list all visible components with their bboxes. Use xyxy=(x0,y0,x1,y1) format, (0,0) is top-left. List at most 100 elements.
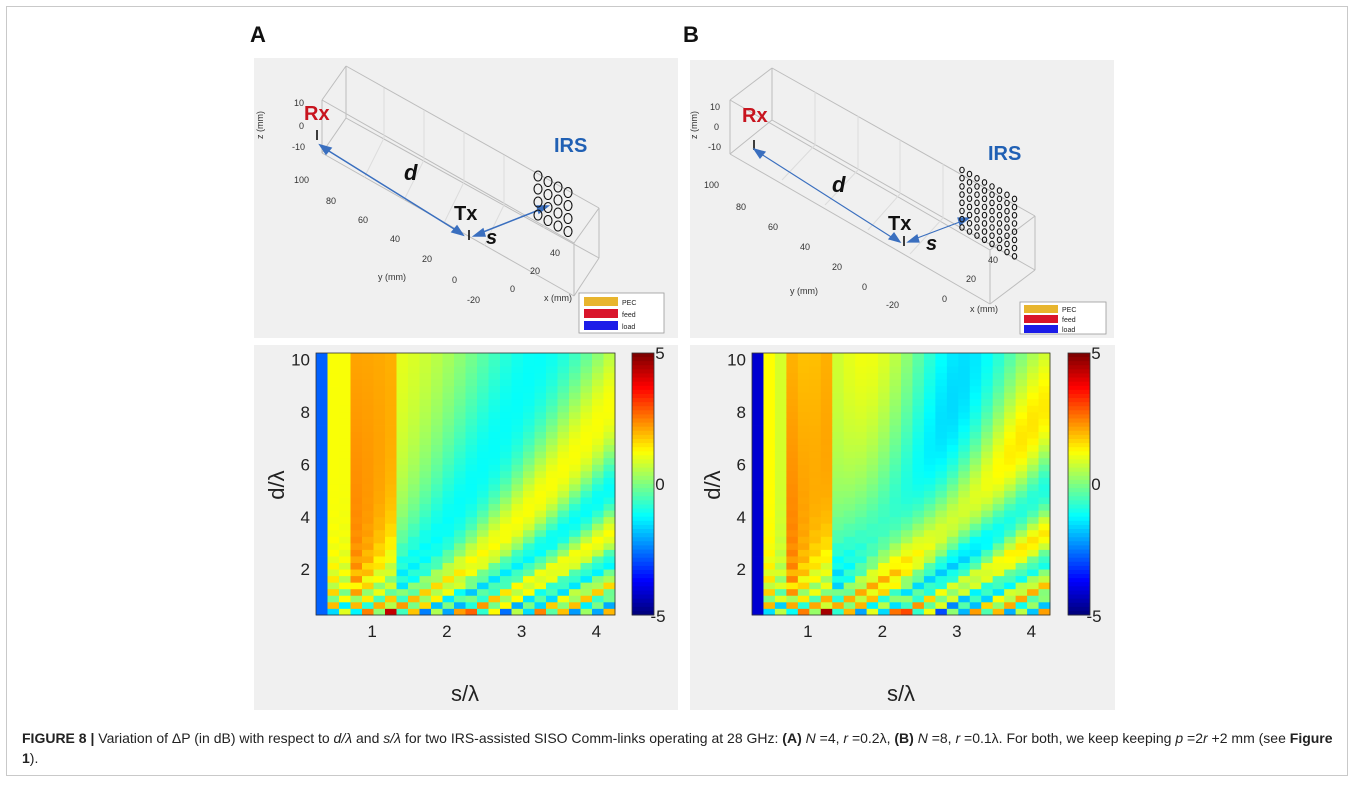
heatmap-cell xyxy=(511,385,524,393)
heatmap-cell xyxy=(316,451,328,459)
heatmap-cell xyxy=(373,444,386,452)
heatmap-cell xyxy=(569,418,581,426)
heatmap-cell xyxy=(752,556,764,563)
d-arrow-a xyxy=(318,143,465,237)
heatmap-cell xyxy=(958,497,971,505)
colorbar-segment xyxy=(632,578,654,583)
heatmap-cell xyxy=(465,353,478,360)
heatmap-cell xyxy=(534,549,547,557)
heatmap-cell xyxy=(1015,575,1028,583)
heatmap-cell xyxy=(511,392,524,400)
heatmap-cell xyxy=(419,529,432,537)
heatmap-cell xyxy=(843,601,856,609)
heatmap-cell xyxy=(603,444,616,452)
heatmap-cell xyxy=(373,575,386,583)
heatmap-cell xyxy=(1004,359,1017,367)
heatmap-cell xyxy=(557,418,570,426)
heatmap-cell xyxy=(866,523,879,531)
colorbar-segment xyxy=(1068,393,1090,399)
heatmap-cell xyxy=(546,411,558,419)
heatmap-cell xyxy=(843,457,856,465)
colorbar-segment xyxy=(632,569,654,575)
heatmap-cell xyxy=(878,608,890,616)
heatmap-cell xyxy=(546,595,558,603)
heatmap-cell xyxy=(477,418,489,426)
heatmap-cell xyxy=(419,562,432,570)
heatmap-cell xyxy=(477,549,489,557)
heatmap-cell xyxy=(912,366,925,374)
heatmap-cell xyxy=(534,385,547,393)
colorbar-segment xyxy=(632,418,654,424)
heatmap-cell xyxy=(477,431,489,439)
heatmap-cell xyxy=(843,392,856,400)
heatmap-cell xyxy=(316,464,328,472)
heatmap-cell xyxy=(786,470,799,478)
heatmap-cell xyxy=(408,477,420,485)
heatmap-cell xyxy=(992,477,1005,485)
heatmap-cell xyxy=(316,536,328,544)
heatmap-cell xyxy=(373,562,386,570)
heatmap-cell xyxy=(385,529,397,537)
heatmap-cell xyxy=(889,353,902,360)
heatmap-cell xyxy=(752,529,764,537)
heatmap-cell xyxy=(752,575,764,583)
heatmap-cell xyxy=(923,562,936,570)
heatmap-cell xyxy=(901,510,913,518)
heatmap-cell xyxy=(454,569,466,577)
heatmap-cell xyxy=(511,353,524,360)
heatmap-cell xyxy=(316,608,328,616)
heatmap-cell xyxy=(923,484,936,491)
heatmap-cell xyxy=(866,366,879,374)
heatmap-cell xyxy=(878,503,890,511)
heatmap-cell xyxy=(901,529,913,537)
heatmap-cell xyxy=(809,477,822,485)
irs-element xyxy=(966,195,973,202)
heatmap-cell xyxy=(408,601,420,609)
heatmap-cell xyxy=(316,405,328,413)
heatmap-cell xyxy=(797,477,810,485)
heatmap-cell xyxy=(1004,444,1017,452)
y-tick-b-3: 40 xyxy=(800,242,810,252)
heatmap-cell xyxy=(350,608,363,616)
heatmap-cell xyxy=(786,438,799,446)
heatmap-cell xyxy=(901,536,913,544)
heatmap-cell xyxy=(500,411,512,419)
heatmap-cell xyxy=(339,379,351,387)
heatmap-cell xyxy=(958,529,971,537)
colorbar-segment xyxy=(632,516,654,522)
heatmap-cell xyxy=(523,484,535,491)
heatmap-cell xyxy=(592,451,604,459)
heatmap-cell xyxy=(958,588,971,596)
heatmap-cell xyxy=(408,418,420,426)
heatmap-cell xyxy=(901,457,913,465)
heatmap-cell xyxy=(878,353,890,360)
heatmap-cell xyxy=(327,353,340,360)
x-tick-a-1: 20 xyxy=(530,266,540,276)
heatmap-cell xyxy=(603,497,616,505)
colorbar-segment xyxy=(632,463,654,469)
heatmap-cell xyxy=(1027,411,1039,419)
heatmap-cell xyxy=(820,601,833,609)
heatmap-cell xyxy=(923,425,936,432)
heatmap-cell xyxy=(557,523,570,531)
caption-s-lambda: s/λ xyxy=(383,730,402,746)
heatmap-cell xyxy=(889,497,902,505)
heatmap-cell xyxy=(832,372,845,380)
heatmap-cell xyxy=(889,503,902,511)
heatmap-cell xyxy=(786,503,799,511)
d-label-b: d xyxy=(832,172,846,197)
heatmap-cell xyxy=(912,444,925,452)
colorbar-segment xyxy=(1068,537,1090,542)
heatmap-cell xyxy=(373,608,386,616)
heatmap-cell xyxy=(488,359,501,367)
y-tick-label-a-6: 6 xyxy=(301,455,310,474)
heatmap-cell xyxy=(408,457,420,465)
heatmap-cell xyxy=(855,392,868,400)
heatmap-cell xyxy=(442,451,455,459)
heatmap-cell xyxy=(500,569,512,577)
heatmap-cell xyxy=(362,372,374,380)
heatmap-cell xyxy=(935,529,948,537)
heatmap-cell xyxy=(820,582,833,590)
heatmap-cell xyxy=(1027,516,1039,524)
irs-element xyxy=(1011,244,1018,252)
